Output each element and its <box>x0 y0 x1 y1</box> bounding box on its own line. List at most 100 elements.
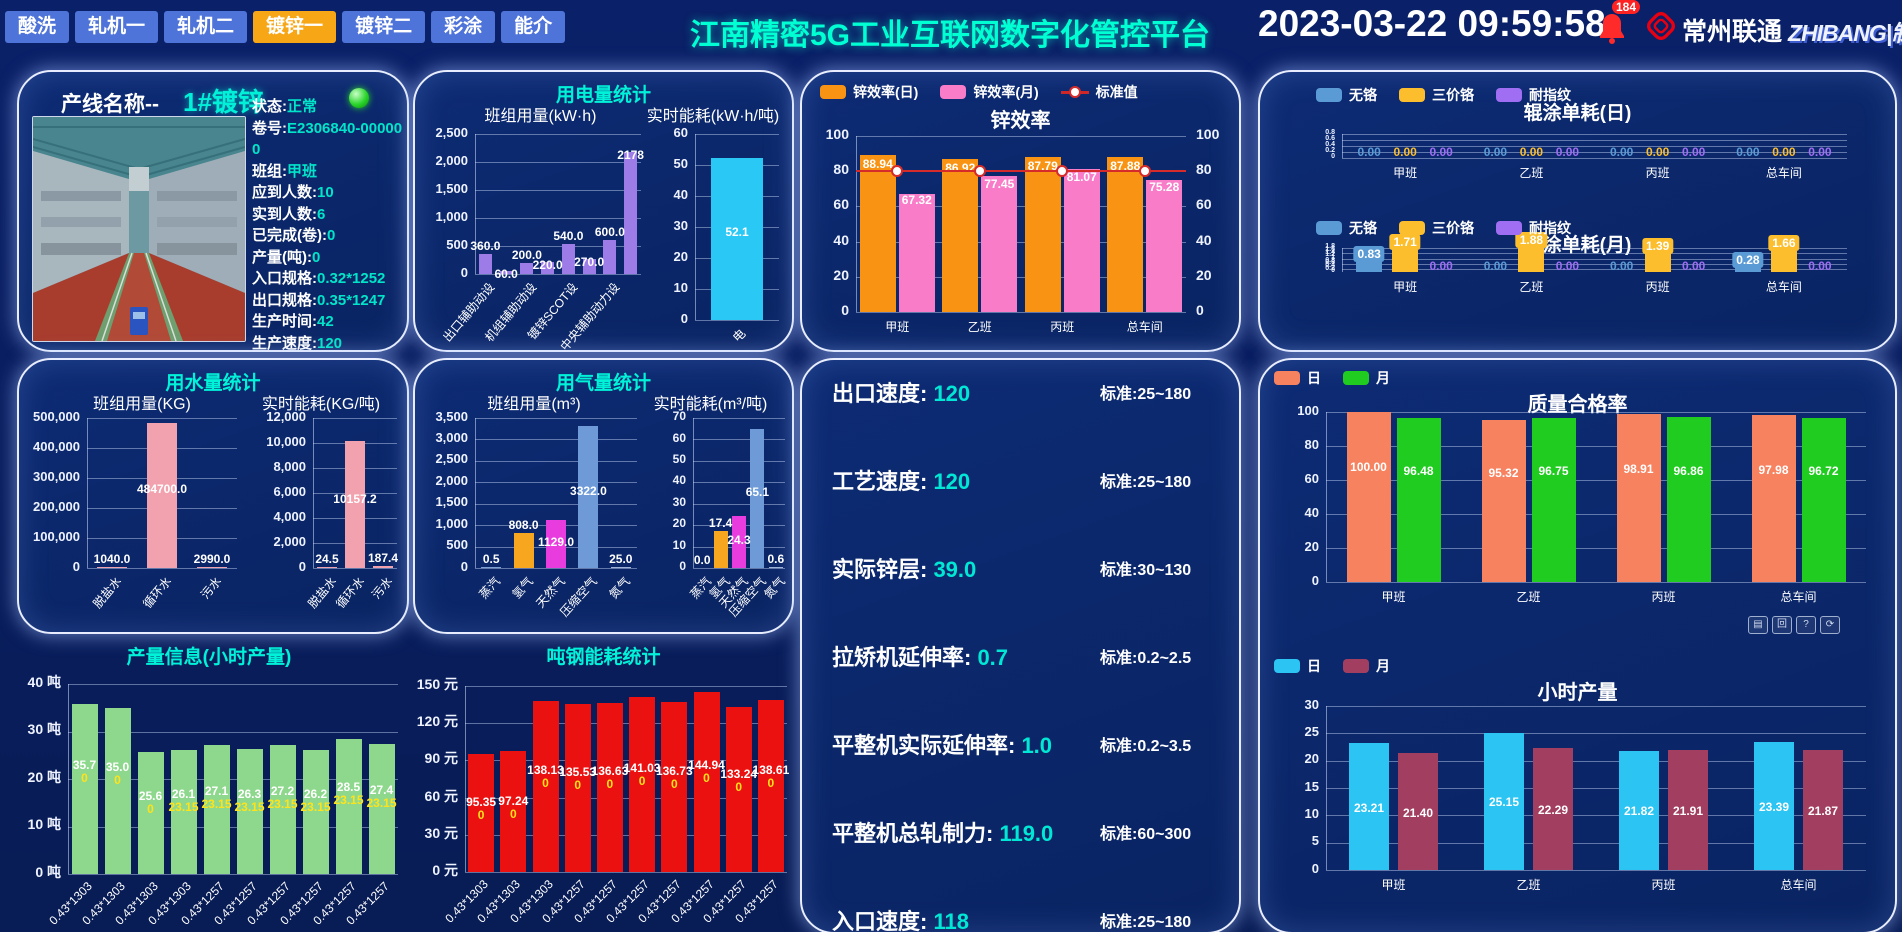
ytick: 2,500 <box>435 451 468 467</box>
grid <box>693 418 785 419</box>
ytick: 500,000 <box>33 408 80 424</box>
vlab: 141.03 <box>623 761 661 776</box>
grid <box>856 136 1186 137</box>
flat0: 0.00 <box>1483 145 1508 159</box>
tab-轧机一[interactable]: 轧机一 <box>75 11 159 43</box>
ytick: 400,000 <box>33 438 80 454</box>
bar <box>1770 251 1797 272</box>
bar <box>1063 169 1100 312</box>
grid <box>475 503 637 505</box>
ytick: 1.8 <box>1325 243 1335 251</box>
vaxis <box>475 418 476 568</box>
panel-quality-output: 日月 质量合格率 100 80 60 40 20 0 100.00 96.48 甲班 95.32 9… <box>1258 358 1897 932</box>
bar <box>1024 157 1061 312</box>
bar <box>1616 413 1661 582</box>
xlab: 甲班 <box>1381 590 1406 604</box>
vsub: 23.15 <box>333 793 364 807</box>
ytick: 10,000 <box>266 433 306 449</box>
grid <box>87 418 237 419</box>
vlab: 133.24 <box>720 766 758 781</box>
info-field: 产量(吨):0 <box>252 248 321 266</box>
chart-gas-realtime: 70 60 50 40 30 20 10 0 0.0 蒸汽 17.4 氢气 24.3 天然气 65.1 压缩空… <box>649 406 789 626</box>
bar <box>71 704 98 874</box>
grid <box>1326 480 1866 481</box>
chip: 1.71 <box>1389 234 1421 251</box>
toolbox-icon[interactable]: ▤ <box>1748 616 1768 634</box>
bar <box>859 155 896 312</box>
tab-能介[interactable]: 能介 <box>501 11 566 43</box>
ytick: 40 <box>673 186 688 202</box>
ytick: 40 吨 <box>27 673 61 690</box>
ytick: 20 <box>1304 538 1319 554</box>
panel-water: 用水量统计 班组用量(KG) 实时能耗(KG/吨) 500,000 400,000… <box>17 358 409 634</box>
grid <box>693 482 785 484</box>
ytick: 20 <box>1196 266 1212 283</box>
vlab: 22.29 <box>1537 803 1569 818</box>
legend-item: 锌效率(日) <box>820 82 918 102</box>
grid <box>1326 788 1866 789</box>
flat0: 0.00 <box>1429 259 1453 273</box>
grid <box>475 274 641 275</box>
chart-quality-rate: 100 80 60 40 20 0 100.00 96.48 甲班 95.32 96.75 乙班 98.… <box>1270 360 1885 645</box>
xlab: 总车间 <box>1126 320 1163 334</box>
vlab: 65.1 <box>745 485 770 500</box>
ytick: 20 <box>1304 751 1319 767</box>
vsub: 0 <box>670 777 678 792</box>
ytick: 90 元 <box>424 750 458 767</box>
ytick: 50 <box>672 452 686 467</box>
bar <box>1668 750 1708 870</box>
flat0: 0.00 <box>1555 259 1580 273</box>
legend-item: 锌效率(月) <box>940 82 1039 102</box>
chart-gas-by-type: 3,500 3,000 2,500 2,000 1,500 1,000 500 0 0.5 蒸汽 8… <box>419 406 647 626</box>
bar <box>481 566 502 568</box>
bar <box>500 751 527 872</box>
vsub: 23.15 <box>234 799 265 814</box>
vlab: 0.6 <box>767 551 785 566</box>
xlab: 甲班 <box>1393 280 1418 294</box>
toolbox-icon[interactable]: ⟳ <box>1820 616 1840 634</box>
bar <box>137 752 164 874</box>
alarm-bell-icon[interactable] <box>1598 12 1628 46</box>
bar <box>1484 732 1524 870</box>
ytick: 40 <box>672 473 686 488</box>
ytick: 20 <box>672 516 686 531</box>
bar <box>732 515 746 568</box>
panel-gas: 用气量统计 班组用量(m³) 实时能耗(m³/吨) 3,500 3,000 2,50… <box>413 358 794 634</box>
ytick: 4,000 <box>273 508 306 524</box>
stddot <box>891 165 904 178</box>
bar <box>1531 417 1576 582</box>
grid <box>465 797 787 799</box>
grid <box>475 134 641 135</box>
bar <box>1518 248 1545 272</box>
grid <box>1326 548 1866 549</box>
xlab: 丙班 <box>1651 590 1676 604</box>
info-field: 卷号:E2306840-000000 <box>252 119 403 159</box>
param-rows: 出口速度: 120 标准:25~180 工艺速度: 120 标准:25~180 实际锌层… <box>802 360 1239 932</box>
tab-轧机二[interactable]: 轧机二 <box>164 11 248 43</box>
bar <box>725 706 752 872</box>
grid <box>68 731 398 733</box>
tab-镀锌二[interactable]: 镀锌二 <box>342 11 426 43</box>
vaxis <box>87 418 88 568</box>
tab-酸洗[interactable]: 酸洗 <box>5 11 70 43</box>
chart-subtitle: 班组用量(m³) <box>487 396 581 413</box>
grid <box>695 134 779 135</box>
tab-彩涂[interactable]: 彩涂 <box>431 11 496 43</box>
bar <box>1619 750 1659 870</box>
line-title-prefix: 产线名称-- <box>61 93 159 116</box>
ytick: 0 <box>1196 301 1204 318</box>
xlab: 总车间 <box>1780 878 1817 892</box>
ytick: 1.6 <box>1325 246 1335 254</box>
info-field: 应到人数:10 <box>252 184 334 201</box>
chart-subtitle: 班组用量(KG) <box>93 396 191 413</box>
toolbox-icon[interactable]: ? <box>1796 616 1816 634</box>
toolbox-icon[interactable]: 回 <box>1772 616 1792 634</box>
ytick: 40 <box>833 231 849 248</box>
xlab: 污水 <box>198 574 225 602</box>
grid <box>1342 146 1847 147</box>
stdline <box>856 170 1186 173</box>
vlab: 220.0 <box>532 257 563 272</box>
ytick: 1 <box>1331 254 1335 262</box>
tab-镀锌一[interactable]: 镀锌一 <box>253 11 337 43</box>
ytick: 0 <box>680 310 688 326</box>
